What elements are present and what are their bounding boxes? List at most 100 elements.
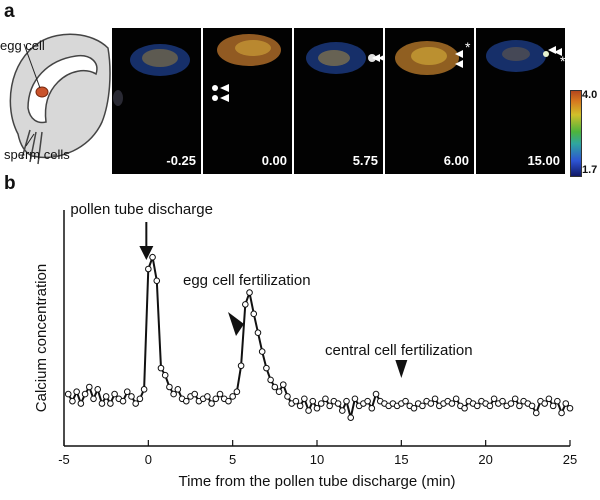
data-point <box>486 402 494 410</box>
chart-annotations: pollen tube discharge egg cell fertilizat… <box>70 201 473 378</box>
data-point <box>140 386 148 393</box>
frame-2-arrowheads <box>220 84 229 102</box>
data-point <box>64 390 72 398</box>
data-point <box>562 400 570 407</box>
data-point <box>339 407 346 414</box>
data-point <box>351 395 359 403</box>
data-point <box>284 393 291 400</box>
data-point <box>372 390 380 398</box>
x-tick-label: 5 <box>229 452 236 467</box>
data-point <box>263 364 270 372</box>
data-point <box>132 400 139 407</box>
x-tick-label: -5 <box>58 452 70 467</box>
frame-4-time: 6.00 <box>443 153 469 168</box>
data-point <box>86 383 93 391</box>
data-point <box>182 397 190 405</box>
data-point <box>490 395 498 403</box>
data-point <box>549 402 557 410</box>
data-point <box>528 402 536 410</box>
frame-5-arrowheads <box>548 46 562 56</box>
data-point <box>73 388 80 396</box>
data-point <box>225 397 232 405</box>
data-point <box>204 393 211 400</box>
data-point <box>334 400 342 407</box>
data-point <box>250 310 258 318</box>
data-point <box>153 277 161 285</box>
data-point <box>157 364 165 372</box>
frame-3-arrowheads <box>372 54 383 62</box>
annotation-arrowhead-left: egg cell fertilization <box>183 272 311 336</box>
data-point <box>427 400 435 407</box>
calcium-series <box>64 253 574 421</box>
data-point <box>271 383 279 391</box>
data-point <box>309 397 317 405</box>
arrow-head <box>139 246 154 260</box>
data-point <box>170 390 177 398</box>
data-point <box>279 381 287 388</box>
data-point <box>448 400 456 407</box>
frame-2-time: 0.00 <box>261 153 287 168</box>
frame-4: * 6.00 <box>385 28 474 174</box>
data-point <box>507 400 515 407</box>
data-point <box>111 390 118 398</box>
data-point <box>233 388 241 396</box>
x-axis-title: Time from the pollen tube discharge (min… <box>178 473 455 490</box>
svg-text:*: * <box>465 39 471 55</box>
data-point <box>292 397 300 405</box>
data-point <box>166 383 173 391</box>
data-point <box>267 376 274 384</box>
frame-2: 0.00 <box>203 28 292 174</box>
data-point <box>81 390 89 398</box>
data-point <box>98 400 106 407</box>
data-point <box>305 407 312 414</box>
annotation-label: egg cell fertilization <box>183 272 311 289</box>
data-point <box>499 397 506 405</box>
data-point <box>347 414 355 421</box>
frame-1: -0.25 <box>112 28 201 174</box>
data-point <box>77 400 85 407</box>
sperm-cells-pointer <box>25 133 35 147</box>
data-point <box>326 402 333 410</box>
color-scale-bar <box>570 90 582 177</box>
data-point <box>554 397 561 405</box>
frame-5-time: 15.00 <box>527 153 560 168</box>
frame-3: 5.75 <box>294 28 383 174</box>
data-point <box>246 289 253 296</box>
data-point <box>90 395 97 403</box>
data-point <box>136 395 144 403</box>
data-point <box>296 402 304 410</box>
annotation-label: pollen tube discharge <box>70 201 213 218</box>
annotation-triangle-down: central cell fertilization <box>325 342 473 378</box>
annotation-arrow-down: pollen tube discharge <box>70 201 213 260</box>
fluorescence-frames: -0.25 0.00 5.75 * 6.00 <box>112 28 567 174</box>
frame-4-image: * <box>395 39 471 75</box>
data-point <box>123 388 131 396</box>
data-point <box>258 348 266 355</box>
data-point <box>566 404 574 412</box>
color-scale-min: 1.7 <box>582 164 598 176</box>
x-tick-label: 10 <box>310 452 324 467</box>
arrowhead-marker <box>228 312 244 336</box>
egg-cell-pointer <box>23 43 41 89</box>
data-point <box>102 393 110 400</box>
data-point <box>461 404 468 412</box>
data-point <box>161 371 169 379</box>
frame-1-time: -0.25 <box>166 153 196 168</box>
x-tick-label: 25 <box>563 452 577 467</box>
data-point <box>212 395 220 403</box>
x-tick-label: 20 <box>478 452 492 467</box>
data-point <box>275 388 283 396</box>
y-axis-title: Calcium concentration <box>33 264 50 412</box>
frame-1-image <box>113 44 190 106</box>
data-point <box>69 397 76 405</box>
data-point <box>532 409 540 417</box>
data-point <box>149 253 156 261</box>
embryo-sac <box>27 54 98 124</box>
data-point <box>545 395 553 403</box>
triangle-marker <box>395 360 408 378</box>
data-point <box>242 301 249 308</box>
data-point <box>313 404 321 412</box>
data-point <box>431 395 439 403</box>
data-point <box>419 402 426 410</box>
data-point <box>322 395 329 403</box>
